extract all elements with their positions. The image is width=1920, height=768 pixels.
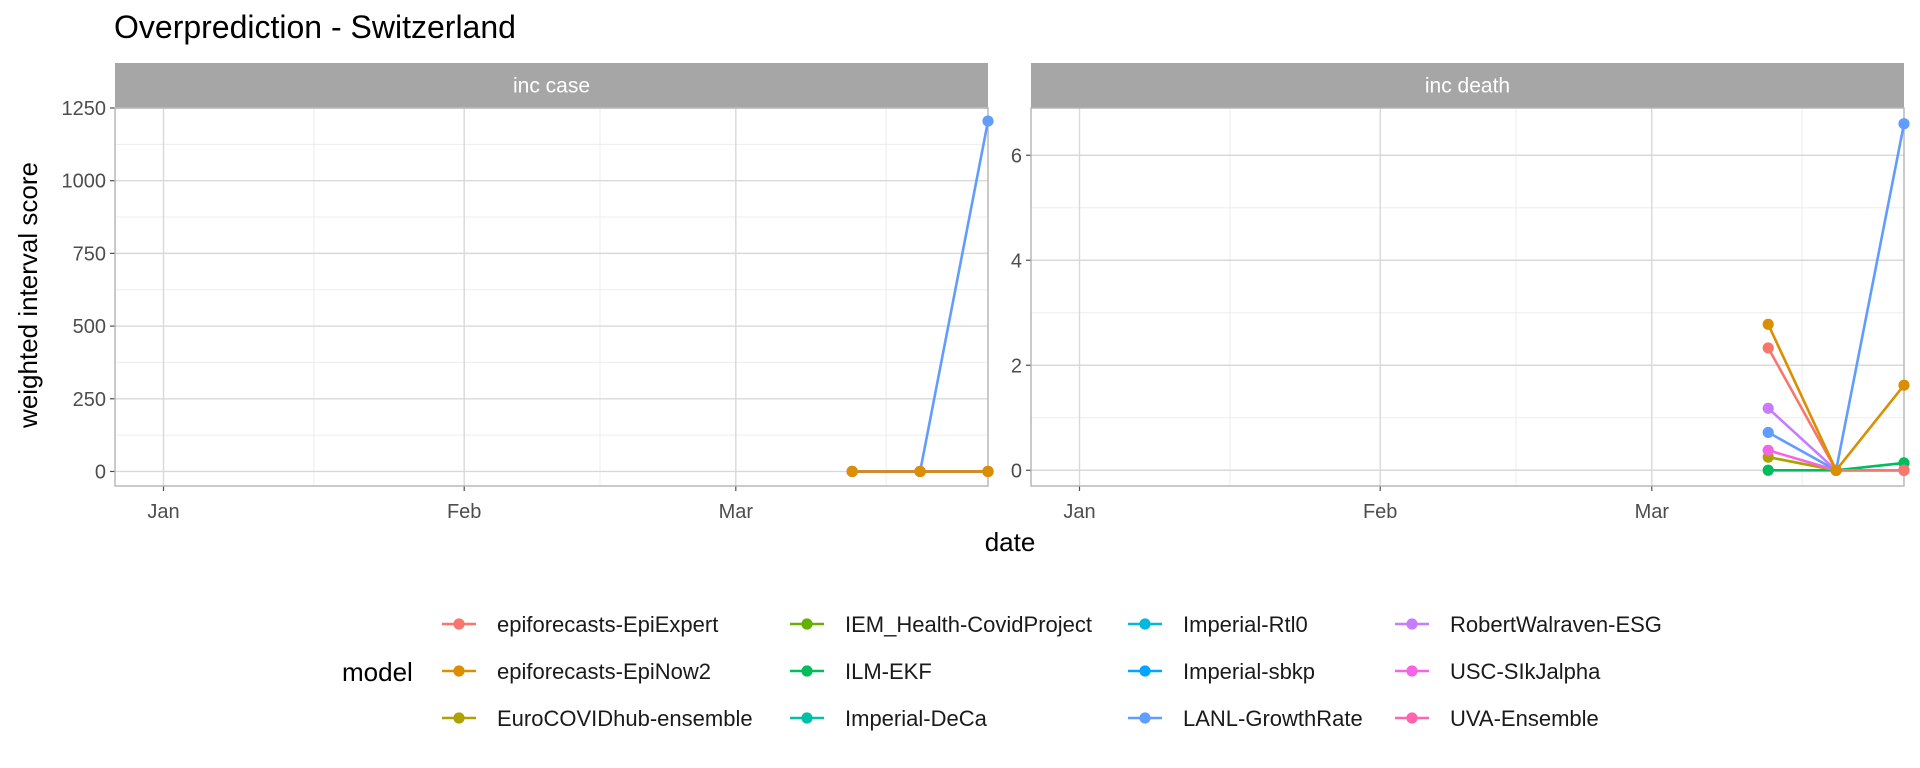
x-tick-label: Mar — [1635, 501, 1670, 523]
legend-item: Imperial-Rtl0 — [1128, 612, 1308, 637]
legend-key-point — [453, 618, 465, 630]
data-point — [1898, 379, 1910, 391]
legend-item: Imperial-sbkp — [1128, 659, 1315, 684]
legend-label: epiforecasts-EpiExpert — [497, 612, 718, 637]
legend-item: epiforecasts-EpiExpert — [442, 612, 718, 637]
legend-label: EuroCOVIDhub-ensemble — [497, 706, 753, 731]
y-tick-label: 6 — [1011, 145, 1022, 167]
y-tick-label: 1000 — [62, 171, 107, 193]
strip-label: inc death — [1425, 75, 1510, 98]
legend-key-point — [1139, 618, 1151, 630]
data-point — [1762, 426, 1774, 439]
legend-key-point — [1139, 665, 1151, 677]
data-point — [1762, 342, 1774, 354]
legend-label: USC-SIkJalpha — [1450, 659, 1601, 684]
legend-label: epiforecasts-EpiNow2 — [497, 659, 711, 684]
legend-label: LANL-GrowthRate — [1183, 706, 1363, 731]
legend-item: IEM_Health-CovidProject — [790, 612, 1092, 637]
series-line — [1767, 323, 1906, 472]
y-tick-label: 2 — [1011, 355, 1022, 377]
series-line — [1767, 123, 1906, 472]
panel-border — [114, 107, 989, 487]
data-point — [1762, 318, 1774, 330]
panel-inc-case: inc case 0 250 500 750 1000 1250 Jan Feb Mar — [62, 63, 994, 523]
legend-label: Imperial-DeCa — [845, 706, 988, 731]
legend-item: USC-SIkJalpha — [1395, 659, 1601, 684]
legend-key-point — [801, 712, 813, 724]
data-point — [1898, 118, 1910, 130]
legend-item: LANL-GrowthRate — [1128, 706, 1363, 731]
legend-title: model — [342, 657, 413, 687]
legend-key-point — [1406, 712, 1418, 724]
data-point — [982, 465, 994, 478]
legend-key-point — [1406, 665, 1418, 677]
legend: model epiforecasts-EpiExpert epiforecasts… — [342, 612, 1662, 731]
legend-key-point — [801, 665, 813, 677]
legend-label: ILM-EKF — [845, 659, 932, 684]
y-tick-label: 4 — [1011, 250, 1022, 272]
legend-key-point — [801, 618, 813, 630]
strip-background — [115, 63, 988, 108]
series-LANL-GrowthRate — [846, 115, 994, 478]
y-axis-title: weighted interval score — [13, 162, 43, 429]
data-point — [982, 115, 994, 127]
data-point — [1898, 464, 1910, 476]
legend-item: ILM-EKF — [790, 659, 932, 684]
series-epiforecasts-EpiNow2 — [1762, 318, 1910, 476]
x-tick-label: Feb — [1363, 501, 1397, 523]
legend-key-point — [1139, 712, 1151, 724]
y-tick-label: 250 — [73, 389, 106, 411]
y-tick-label: 0 — [95, 461, 106, 483]
legend-item: EuroCOVIDhub-ensemble — [442, 706, 753, 731]
data-point — [846, 465, 858, 478]
legend-key-point — [453, 712, 465, 724]
panel-inc-death: inc death 0 2 4 6 Jan Feb Mar — [1011, 63, 1910, 523]
legend-item: Imperial-DeCa — [790, 706, 988, 731]
strip-background — [1031, 63, 1904, 108]
series-line — [852, 120, 990, 473]
legend-key-point — [1406, 618, 1418, 630]
data-point — [1762, 402, 1774, 414]
legend-key-point — [453, 665, 465, 677]
legend-label: RobertWalraven-ESG — [1450, 612, 1662, 637]
x-tick-label: Mar — [719, 501, 754, 523]
x-axis-title: date — [985, 527, 1036, 557]
legend-item: UVA-Ensemble — [1395, 706, 1599, 731]
x-tick-label: Jan — [147, 501, 179, 523]
legend-label: Imperial-Rtl0 — [1183, 612, 1308, 637]
chart-title: Overprediction - Switzerland — [114, 9, 516, 45]
legend-label: IEM_Health-CovidProject — [845, 612, 1092, 637]
data-point — [914, 465, 926, 478]
legend-item: RobertWalraven-ESG — [1395, 612, 1662, 637]
strip-label: inc case — [513, 75, 590, 98]
data-point — [1830, 464, 1842, 476]
y-tick-label: 750 — [73, 243, 106, 265]
legend-item: epiforecasts-EpiNow2 — [442, 659, 711, 684]
x-tick-label: Feb — [447, 501, 481, 523]
data-point — [1762, 464, 1774, 476]
data-point — [1762, 444, 1774, 456]
y-tick-label: 1250 — [62, 98, 107, 120]
legend-label: UVA-Ensemble — [1450, 706, 1599, 731]
y-tick-label: 500 — [73, 316, 106, 338]
series-epiforecasts-EpiNow2 — [846, 465, 994, 478]
panel-border — [1030, 107, 1905, 487]
x-tick-label: Jan — [1063, 501, 1095, 523]
y-tick-label: 0 — [1011, 460, 1022, 482]
legend-label: Imperial-sbkp — [1183, 659, 1315, 684]
